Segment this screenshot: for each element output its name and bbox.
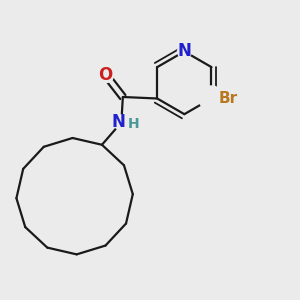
Text: O: O — [98, 66, 113, 84]
Text: H: H — [128, 117, 140, 131]
Text: Br: Br — [219, 91, 238, 106]
Text: N: N — [177, 43, 191, 61]
Text: N: N — [111, 113, 125, 131]
